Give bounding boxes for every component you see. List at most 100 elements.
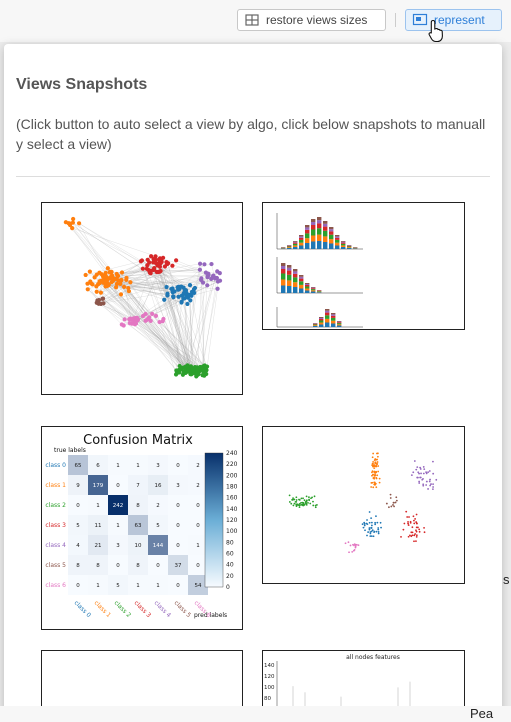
scatter-point bbox=[415, 534, 418, 537]
scatter-point bbox=[290, 502, 293, 505]
bar-segment bbox=[305, 238, 310, 243]
graph-edge bbox=[202, 277, 218, 369]
graph-node bbox=[76, 221, 82, 226]
graph-node bbox=[187, 292, 193, 298]
represent-label: represent bbox=[434, 13, 485, 27]
scatter-point bbox=[394, 501, 397, 504]
scatter-point bbox=[422, 483, 425, 486]
graph-node bbox=[177, 370, 182, 375]
snapshot-network-graph[interactable] bbox=[41, 202, 243, 395]
cm-cell bbox=[188, 515, 208, 535]
snapshot-confusion-matrix[interactable]: Confusion Matrix true labels pred labels… bbox=[41, 426, 243, 630]
bar-segment bbox=[293, 243, 298, 246]
bar-segment bbox=[347, 248, 352, 249]
cm-colorbar-tick: 160 bbox=[226, 495, 238, 502]
graph-node bbox=[165, 293, 170, 298]
scatter-point bbox=[407, 524, 410, 527]
bar-segment bbox=[317, 234, 322, 241]
toolbar: restore views sizes represent bbox=[0, 0, 511, 43]
snapshot-blank[interactable] bbox=[41, 650, 243, 716]
bar-segment bbox=[311, 222, 316, 225]
scatter-point bbox=[416, 466, 419, 469]
graph-node bbox=[140, 313, 146, 319]
scatter-point bbox=[372, 486, 375, 489]
scatter-point bbox=[389, 497, 392, 499]
bar-segment bbox=[313, 323, 318, 325]
graph-edge bbox=[85, 261, 141, 276]
scatter-point bbox=[371, 471, 373, 474]
bar-segment bbox=[287, 245, 292, 247]
graph-node bbox=[144, 266, 149, 271]
graph-edge bbox=[104, 281, 189, 370]
graph-node bbox=[97, 270, 102, 275]
scatter-point bbox=[392, 504, 394, 506]
cm-cell bbox=[88, 555, 108, 575]
graph-node bbox=[169, 286, 174, 292]
bar-segment bbox=[305, 233, 310, 239]
scatter-embedding-image bbox=[288, 452, 438, 554]
snapshot-bar-charts[interactable] bbox=[262, 202, 465, 330]
graph-node bbox=[105, 266, 110, 271]
bar-segment bbox=[325, 315, 330, 319]
scatter-point bbox=[353, 543, 356, 545]
bar-segment bbox=[287, 280, 292, 286]
bar-segment bbox=[281, 285, 286, 293]
scatter-point bbox=[298, 499, 301, 501]
scatter-point bbox=[298, 502, 301, 505]
scatter-point bbox=[302, 504, 305, 507]
scatter-point bbox=[422, 472, 425, 475]
bar-segment bbox=[323, 230, 328, 237]
bar-segment bbox=[323, 242, 328, 249]
panel-title: Views Snapshots bbox=[16, 76, 148, 93]
toolbar-separator bbox=[395, 13, 396, 27]
cm-value: 21 bbox=[95, 543, 102, 549]
scatter-point bbox=[412, 471, 415, 474]
cm-colorbar bbox=[204, 452, 224, 588]
scatter-point bbox=[344, 542, 347, 545]
graph-node bbox=[119, 278, 124, 283]
cm-cell bbox=[88, 495, 108, 515]
represent-button[interactable]: represent bbox=[405, 9, 502, 31]
cm-value: 2 bbox=[196, 483, 200, 489]
scatter-point bbox=[407, 535, 410, 538]
restore-views-sizes-button[interactable]: restore views sizes bbox=[237, 9, 386, 31]
graph-node bbox=[100, 296, 106, 301]
graph-edge bbox=[155, 315, 205, 374]
graph-node bbox=[94, 284, 99, 289]
bar-segment bbox=[317, 291, 322, 292]
scatter-point bbox=[414, 533, 417, 535]
confusion-matrix-image: Confusion Matrix true labels pred labels… bbox=[45, 433, 238, 619]
scatter-point bbox=[295, 505, 298, 508]
graph-node bbox=[103, 270, 108, 275]
cm-value: 54 bbox=[195, 583, 202, 589]
scatter-point bbox=[370, 524, 373, 527]
bar-segment bbox=[311, 235, 316, 242]
bar-segment bbox=[331, 314, 336, 316]
cm-col-label: class 3 bbox=[133, 599, 153, 619]
snapshot-scatter-embedding[interactable] bbox=[262, 426, 465, 584]
cm-row-label: class 5 bbox=[45, 562, 66, 569]
bar-segment bbox=[287, 265, 292, 268]
graph-edge bbox=[181, 263, 201, 370]
graph-node bbox=[217, 278, 223, 283]
graph-node bbox=[113, 276, 119, 281]
cm-colorbar-tick: 140 bbox=[226, 506, 238, 513]
graph-edge bbox=[96, 271, 160, 292]
features-tick: 80 bbox=[264, 696, 271, 702]
scatter-point bbox=[304, 501, 307, 504]
bar-segment bbox=[353, 248, 358, 249]
cm-value: 179 bbox=[93, 483, 104, 489]
graph-node bbox=[174, 258, 179, 263]
scatter-point bbox=[377, 532, 380, 535]
scatter-point bbox=[390, 505, 393, 508]
bar-segment bbox=[319, 320, 324, 323]
scatter-point bbox=[417, 526, 419, 529]
scatter-point bbox=[415, 540, 417, 543]
graph-node bbox=[202, 371, 207, 376]
graph-node bbox=[194, 374, 199, 379]
graph-node bbox=[199, 365, 204, 370]
scatter-point bbox=[375, 486, 378, 489]
cm-value: 5 bbox=[116, 583, 120, 589]
cm-cell bbox=[188, 495, 208, 515]
